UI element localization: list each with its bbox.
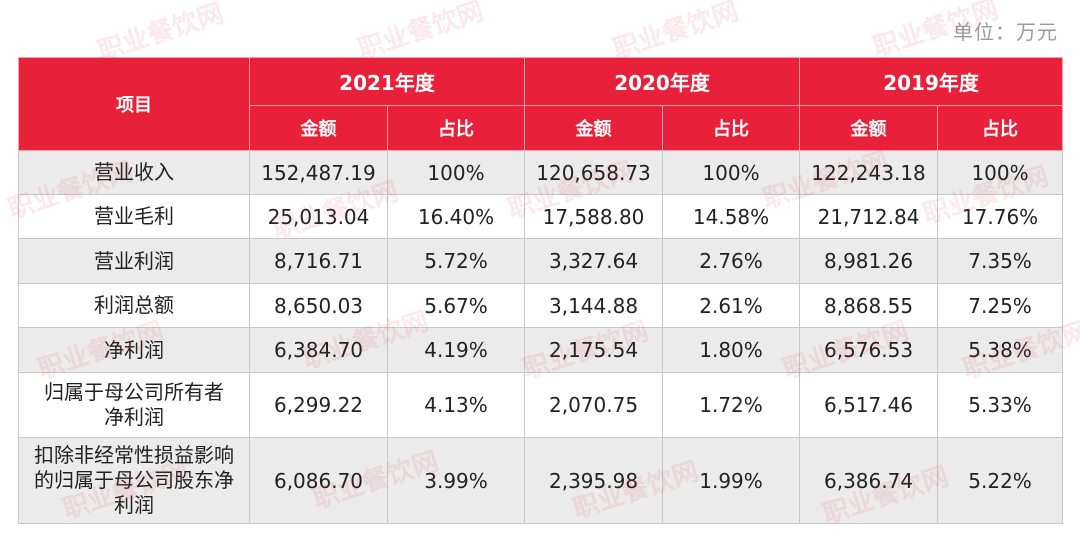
- ratio-cell: 3.99%: [386, 437, 526, 524]
- amount-cell: 17,588.80: [524, 194, 664, 239]
- amount-cell: 152,487.19: [249, 150, 388, 195]
- amount-cell: 6,576.53: [799, 327, 939, 373]
- table-row: 营业利润 8,716.71 5.72% 3,327.64 2.76% 8,981.26 7.…: [18, 238, 1064, 284]
- amount-cell: 8,981.26: [799, 238, 939, 284]
- ratio-cell: 2.76%: [662, 238, 801, 284]
- row-item-label: 归属于母公司所有者净利润: [18, 372, 250, 438]
- unit-label: 单位：万元: [953, 20, 1058, 44]
- header-ratio: 占比: [937, 105, 1064, 151]
- header-item: 项目: [18, 57, 250, 151]
- amount-cell: 2,175.54: [524, 327, 664, 373]
- row-item-text: 营业收入: [94, 160, 174, 184]
- ratio-cell: 14.58%: [662, 194, 801, 239]
- row-item-label: 净利润: [18, 327, 250, 373]
- amount-cell: 8,716.71: [249, 238, 388, 284]
- row-item-text: 营业毛利: [94, 204, 174, 228]
- header-amount: 金额: [249, 105, 388, 151]
- row-item-text: 归属于母公司所有者净利润: [44, 380, 224, 429]
- header-ratio: 占比: [386, 105, 526, 151]
- row-item-label: 扣除非经常性损益影响的归属于母公司股东净利润: [18, 437, 250, 524]
- financial-table: 项目 2021年度 2020年度 2019年度 金额 占比 金额 占比 金额 占…: [18, 57, 1064, 524]
- amount-cell: 8,650.03: [249, 283, 388, 328]
- amount-cell: 3,144.88: [524, 283, 664, 328]
- ratio-cell: 5.22%: [937, 437, 1064, 524]
- amount-cell: 6,299.22: [249, 372, 388, 438]
- amount-cell: 2,395.98: [524, 437, 664, 524]
- table-row: 利润总额 8,650.03 5.67% 3,144.88 2.61% 8,868.55 7.…: [18, 283, 1064, 328]
- header-year-2019: 2019年度: [799, 57, 1064, 106]
- row-item-label: 营业毛利: [18, 194, 250, 239]
- row-item-label: 营业收入: [18, 150, 250, 195]
- ratio-cell: 100%: [386, 150, 526, 195]
- row-item-text: 利润总额: [94, 293, 174, 317]
- ratio-cell: 7.25%: [937, 283, 1064, 328]
- amount-cell: 25,013.04: [249, 194, 388, 239]
- amount-cell: 8,868.55: [799, 283, 939, 328]
- row-item-label: 营业利润: [18, 238, 250, 284]
- ratio-cell: 2.61%: [662, 283, 801, 328]
- table-row: 营业收入 152,487.19 100% 120,658.73 100% 122,243.…: [18, 150, 1064, 195]
- row-item-text: 净利润: [104, 337, 164, 362]
- row-item-text: 扣除非经常性损益影响的归属于母公司股东净利润: [34, 443, 234, 517]
- table-row: 营业毛利 25,013.04 16.40% 17,588.80 14.58% 21,712…: [18, 194, 1064, 239]
- row-item-text: 营业利润: [94, 248, 174, 273]
- table-row: 归属于母公司所有者净利润 6,299.22 4.13% 2,070.75 1.72% 6,…: [18, 372, 1064, 438]
- table-row: 净利润 6,384.70 4.19% 2,175.54 1.80% 6,576.53 5.3…: [18, 327, 1064, 373]
- amount-cell: 3,327.64: [524, 238, 664, 284]
- amount-cell: 6,384.70: [249, 327, 388, 373]
- ratio-cell: 1.72%: [662, 372, 801, 438]
- ratio-cell: 16.40%: [386, 194, 526, 239]
- header-amount: 金额: [799, 105, 939, 151]
- ratio-cell: 4.19%: [386, 327, 526, 373]
- row-item-label: 利润总额: [18, 283, 250, 328]
- amount-cell: 6,086.70: [249, 437, 388, 524]
- ratio-cell: 5.38%: [937, 327, 1064, 373]
- amount-cell: 122,243.18: [799, 150, 939, 195]
- table-row: 扣除非经常性损益影响的归属于母公司股东净利润 6,086.70 3.99% 2,395…: [18, 437, 1064, 524]
- amount-cell: 6,517.46: [799, 372, 939, 438]
- ratio-cell: 5.67%: [386, 283, 526, 328]
- amount-cell: 2,070.75: [524, 372, 664, 438]
- amount-cell: 6,386.74: [799, 437, 939, 524]
- header-year-2021: 2021年度: [248, 57, 526, 106]
- ratio-cell: 5.33%: [937, 372, 1064, 438]
- ratio-cell: 7.35%: [937, 238, 1064, 284]
- ratio-cell: 17.76%: [937, 194, 1064, 239]
- amount-cell: 120,658.73: [524, 150, 664, 195]
- header-amount: 金额: [524, 105, 664, 151]
- header-year-2020: 2020年度: [524, 57, 801, 106]
- ratio-cell: 100%: [662, 150, 801, 195]
- ratio-cell: 1.99%: [662, 437, 801, 524]
- ratio-cell: 100%: [937, 150, 1064, 195]
- ratio-cell: 4.13%: [386, 372, 526, 438]
- ratio-cell: 5.72%: [386, 238, 526, 284]
- amount-cell: 21,712.84: [799, 194, 939, 239]
- ratio-cell: 1.80%: [662, 327, 801, 373]
- header-ratio: 占比: [662, 105, 801, 151]
